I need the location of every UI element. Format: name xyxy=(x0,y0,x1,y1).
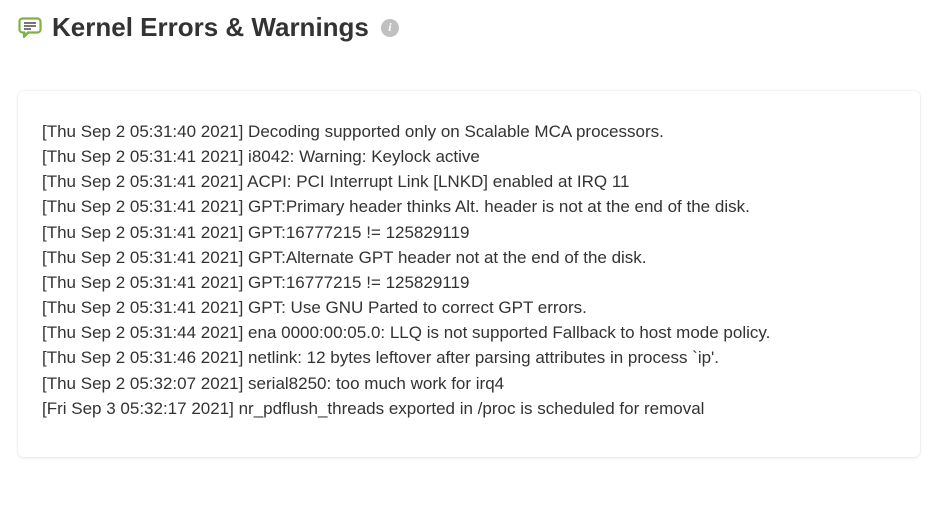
log-line: [Thu Sep 2 05:31:41 2021] i8042: Warning… xyxy=(42,144,896,169)
info-icon[interactable]: i xyxy=(381,19,399,37)
panel-header: Kernel Errors & Warnings i xyxy=(18,12,920,43)
log-line: [Thu Sep 2 05:32:07 2021] serial8250: to… xyxy=(42,371,896,396)
log-line: [Thu Sep 2 05:31:40 2021] Decoding suppo… xyxy=(42,119,896,144)
log-lines-container: [Thu Sep 2 05:31:40 2021] Decoding suppo… xyxy=(42,119,896,421)
log-line: [Thu Sep 2 05:31:41 2021] GPT: Use GNU P… xyxy=(42,295,896,320)
panel-title: Kernel Errors & Warnings xyxy=(52,12,369,43)
log-line: [Thu Sep 2 05:31:41 2021] GPT:16777215 !… xyxy=(42,220,896,245)
log-line: [Thu Sep 2 05:31:44 2021] ena 0000:00:05… xyxy=(42,320,896,345)
log-line: [Thu Sep 2 05:31:46 2021] netlink: 12 by… xyxy=(42,345,896,370)
log-line: [Thu Sep 2 05:31:41 2021] GPT:Primary he… xyxy=(42,194,896,219)
log-line: [Fri Sep 3 05:32:17 2021] nr_pdflush_thr… xyxy=(42,396,896,421)
log-line: [Thu Sep 2 05:31:41 2021] GPT:16777215 !… xyxy=(42,270,896,295)
speech-bubble-icon xyxy=(18,17,42,39)
log-line: [Thu Sep 2 05:31:41 2021] GPT:Alternate … xyxy=(42,245,896,270)
log-panel: [Thu Sep 2 05:31:40 2021] Decoding suppo… xyxy=(18,91,920,457)
log-line: [Thu Sep 2 05:31:41 2021] ACPI: PCI Inte… xyxy=(42,169,896,194)
